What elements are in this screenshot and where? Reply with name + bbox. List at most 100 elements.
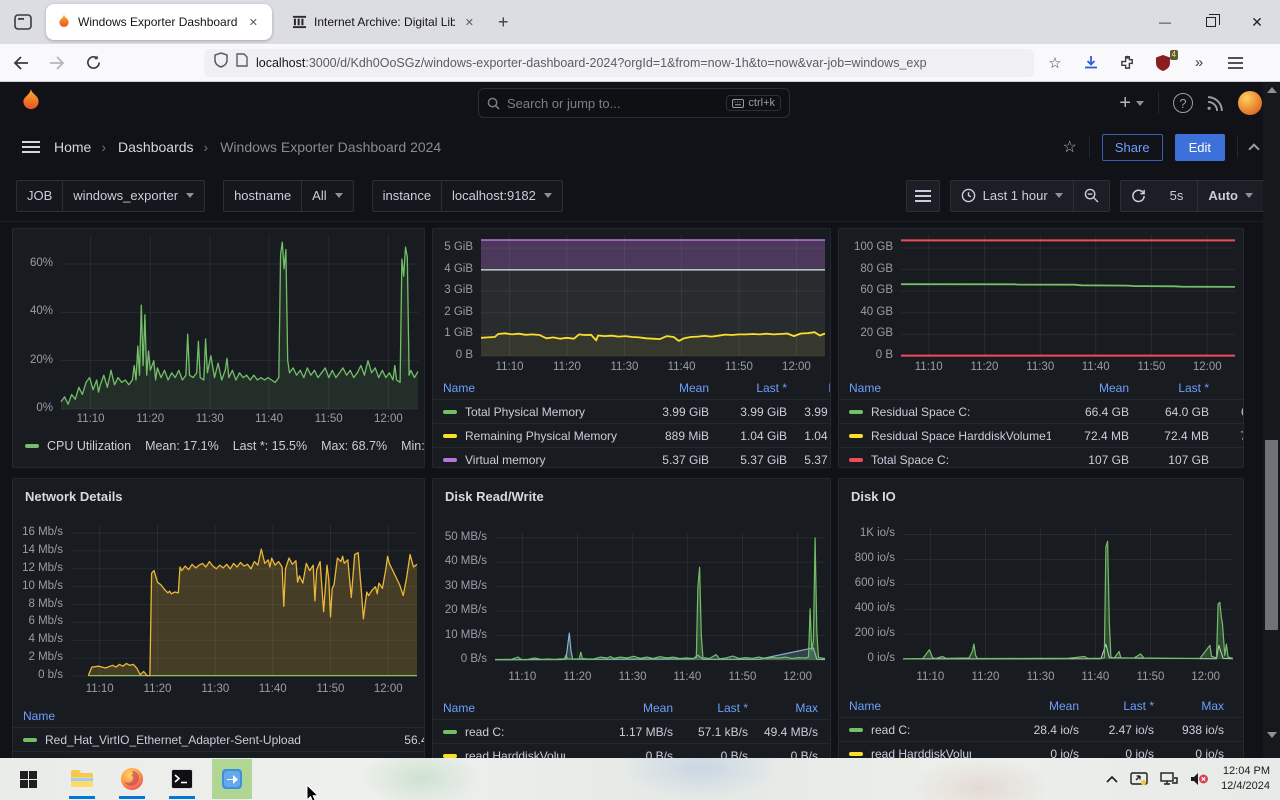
legend-row[interactable]: read HarddiskVolume1 0 io/s 0 io/s 0 io/s: [839, 741, 1243, 765]
back-button[interactable]: [6, 48, 36, 78]
legend-header-cell[interactable]: Last *: [717, 701, 748, 715]
user-avatar[interactable]: [1238, 91, 1262, 115]
breadcrumb-home[interactable]: Home: [54, 139, 92, 155]
panel-disk-rw[interactable]: Disk Read/Write 0 B/s 10 MB/s 20 MB/s 30 MB…: [432, 478, 831, 778]
window-minimize-button[interactable]: —: [1159, 15, 1171, 29]
help-icon[interactable]: ?: [1173, 93, 1193, 113]
scroll-up-arrow[interactable]: [1267, 87, 1277, 93]
downloads-icon[interactable]: [1076, 48, 1106, 78]
reload-button[interactable]: [78, 48, 108, 78]
legend-header-cell[interactable]: Last *: [756, 381, 787, 395]
legend-row[interactable]: Total Physical Memory 3.99 GiB 3.99 GiB 3.9…: [433, 399, 830, 423]
tray-volume-muted-icon[interactable]: [1190, 772, 1209, 786]
taskbar-active-app[interactable]: [212, 759, 252, 799]
legend-header-cell[interactable]: Last *: [1178, 381, 1209, 395]
variable-value[interactable]: windows_exporter: [63, 181, 204, 211]
tracking-shield-icon[interactable]: [214, 52, 228, 73]
series-name[interactable]: Virtual memory: [433, 453, 643, 467]
series-name[interactable]: Red_Hat_VirtIO_Ethernet_Adapter-Sent-Upl…: [13, 733, 323, 747]
panels-layout-button[interactable]: [905, 179, 940, 212]
overflow-menu-icon[interactable]: »: [1194, 54, 1204, 71]
legend-row[interactable]: Virtual memory 5.37 GiB 5.37 GiB 5.37 GiB: [433, 447, 830, 467]
extensions-puzzle-icon[interactable]: [1112, 48, 1142, 78]
legend-header-cell[interactable]: Mean: [323, 709, 424, 723]
series-name[interactable]: Total Physical Memory: [433, 405, 643, 419]
legend-header-cell[interactable]: Name: [849, 699, 882, 713]
zoom-out-button[interactable]: [1074, 181, 1109, 211]
series-name[interactable]: Remaining Physical Memory: [433, 429, 643, 443]
legend-row[interactable]: read C: 28.4 io/s 2.47 io/s 938 io/s: [839, 717, 1243, 741]
panel-network[interactable]: Network Details 0 b/s 2 Mb/s 4 Mb/s 6 Mb/s 8…: [12, 478, 425, 778]
series-name[interactable]: CPU Utilization: [47, 439, 132, 453]
refresh-mode-picker[interactable]: Auto: [1198, 181, 1263, 211]
legend-header-cell[interactable]: Last *: [1123, 699, 1154, 713]
tray-chevron-up-icon[interactable]: [1106, 775, 1118, 783]
forward-button[interactable]: [42, 48, 72, 78]
refresh-interval[interactable]: 5s: [1169, 188, 1184, 203]
panel-cpu[interactable]: 0% 20% 40% 60% 11:10 11:20 11:30 11:40 11:50 12:0…: [12, 228, 425, 468]
chart-plot[interactable]: [433, 229, 831, 377]
series-name[interactable]: Residual Space C:: [839, 405, 1051, 419]
panel-memory[interactable]: 0 B 1 GiB 2 GiB 3 GiB 4 GiB 5 GiB 11:10 11:20 11…: [432, 228, 831, 468]
page-scrollbar[interactable]: [1263, 82, 1280, 758]
legend-header-cell[interactable]: Max: [787, 381, 830, 395]
chart-plot[interactable]: [839, 513, 1244, 689]
tray-cast-icon[interactable]: [1130, 772, 1148, 786]
legend-header-cell[interactable]: Name: [23, 709, 56, 723]
legend-header-cell[interactable]: Mean: [1098, 381, 1129, 395]
legend-header-cell[interactable]: Name: [443, 381, 476, 395]
bookmark-star-icon[interactable]: ☆: [1048, 54, 1062, 72]
tab-grafana-dashboard[interactable]: Windows Exporter Dashboard 2 ✕: [46, 4, 272, 40]
share-button[interactable]: Share: [1101, 133, 1163, 161]
variable-instance[interactable]: instance localhost:9182: [371, 179, 563, 212]
search-input[interactable]: Search or jump to... ctrl+k: [478, 88, 790, 118]
news-rss-icon[interactable]: [1207, 95, 1224, 112]
taskbar-command-prompt[interactable]: [162, 759, 202, 799]
variable-value[interactable]: localhost:9182: [442, 181, 562, 211]
taskbar-file-explorer[interactable]: [62, 759, 102, 799]
tab-internet-archive[interactable]: Internet Archive: Digital Library ✕: [282, 4, 488, 40]
taskbar-clock[interactable]: 12:04 PM 12/4/2024: [1221, 764, 1270, 794]
scrollbar-thumb[interactable]: [1265, 440, 1278, 630]
legend-row[interactable]: Residual Space HarddiskVolume1 72.4 MB 72.…: [839, 423, 1243, 447]
grafana-logo[interactable]: [18, 88, 44, 119]
legend-header-cell[interactable]: Mean: [1048, 699, 1079, 713]
taskbar-firefox[interactable]: [112, 759, 152, 799]
variable-job[interactable]: JOB windows_exporter: [16, 179, 206, 212]
start-button[interactable]: [8, 759, 48, 799]
new-tab-button[interactable]: +: [498, 11, 509, 32]
legend-row[interactable]: Remaining Physical Memory 889 MiB 1.04 GiB…: [433, 423, 830, 447]
mega-menu-icon[interactable]: [22, 141, 40, 153]
legend-header-cell[interactable]: Mean: [678, 381, 709, 395]
legend-row[interactable]: Red_Hat_VirtIO_Ethernet_Adapter-Sent-Upl…: [13, 727, 424, 751]
scroll-down-arrow[interactable]: [1267, 732, 1277, 738]
cpu-legend[interactable]: CPU Utilization Mean: 17.1% Last *: 15.5% M…: [13, 439, 424, 453]
panel-disk-io[interactable]: Disk IO 0 io/s 200 io/s 400 io/s 600 io/s 80…: [838, 478, 1244, 778]
legend-header-cell[interactable]: Max: [1201, 699, 1224, 713]
panel-disk-space[interactable]: 0 B 20 GB 40 GB 60 GB 80 GB 100 GB 11:10 11:20 1…: [838, 228, 1244, 468]
series-name[interactable]: read HarddiskVolume1: [839, 747, 971, 761]
app-menu-icon[interactable]: [1220, 48, 1250, 78]
legend-row[interactable]: read C: 1.17 MB/s 57.1 kB/s 49.4 MB/s: [433, 719, 830, 743]
refresh-button[interactable]: [1121, 181, 1156, 211]
legend-header-cell[interactable]: Max: [795, 701, 818, 715]
series-name[interactable]: read C:: [839, 723, 971, 737]
chart-plot[interactable]: [13, 229, 425, 429]
legend-header-cell[interactable]: Mean: [642, 701, 673, 715]
series-name[interactable]: Residual Space HarddiskVolume1: [839, 429, 1051, 443]
url-bar[interactable]: localhost:3000/d/Kdh0OoSGz/windows-expor…: [204, 48, 1034, 77]
favorite-star-icon[interactable]: ☆: [1062, 139, 1077, 156]
ublock-shield-icon[interactable]: 4: [1148, 48, 1178, 78]
chart-plot[interactable]: [839, 229, 1244, 377]
legend-header-cell[interactable]: Max: [1209, 381, 1243, 395]
close-icon[interactable]: ✕: [248, 16, 258, 29]
window-close-button[interactable]: ✕: [1251, 13, 1263, 30]
series-name[interactable]: read C:: [433, 725, 565, 739]
close-icon[interactable]: ✕: [464, 16, 474, 29]
time-range-picker[interactable]: Last 1 hour: [951, 181, 1073, 211]
window-restore-button[interactable]: [1188, 0, 1234, 44]
chart-plot[interactable]: [13, 513, 425, 699]
variable-value[interactable]: All: [302, 181, 352, 211]
